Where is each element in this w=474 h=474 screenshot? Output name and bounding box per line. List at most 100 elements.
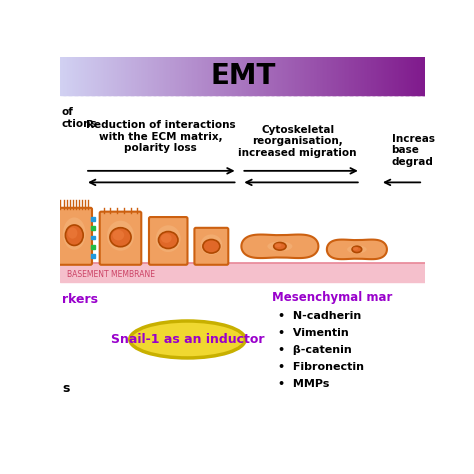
Bar xyxy=(301,57,303,95)
Bar xyxy=(356,57,358,95)
Text: Snail-1 as an inductor: Snail-1 as an inductor xyxy=(111,333,264,346)
Bar xyxy=(165,57,167,95)
Bar xyxy=(272,57,274,95)
FancyBboxPatch shape xyxy=(56,208,92,265)
Bar xyxy=(420,57,422,95)
Bar xyxy=(220,57,222,95)
Text: EMT: EMT xyxy=(210,62,275,90)
Bar xyxy=(66,57,69,95)
Ellipse shape xyxy=(130,321,245,358)
Bar xyxy=(399,57,401,95)
Bar xyxy=(270,57,272,95)
Bar xyxy=(119,57,121,95)
Bar xyxy=(232,57,234,95)
Bar xyxy=(288,57,290,95)
Ellipse shape xyxy=(347,246,367,254)
Bar xyxy=(203,57,205,95)
Bar xyxy=(190,57,191,95)
Bar xyxy=(175,57,177,95)
Bar xyxy=(136,57,138,95)
Bar xyxy=(308,57,310,95)
Bar xyxy=(138,57,140,95)
Bar xyxy=(107,57,109,95)
Bar xyxy=(386,57,389,95)
Bar xyxy=(167,57,170,95)
Bar xyxy=(211,57,213,95)
Bar xyxy=(113,57,115,95)
Bar xyxy=(137,57,139,95)
Bar xyxy=(358,57,361,95)
Bar xyxy=(104,57,106,95)
Bar xyxy=(384,57,386,95)
Bar xyxy=(87,57,89,95)
Bar xyxy=(424,57,426,95)
Bar xyxy=(296,57,299,95)
Bar xyxy=(407,57,409,95)
Bar xyxy=(130,57,132,95)
Bar xyxy=(146,57,147,95)
Bar xyxy=(173,57,174,95)
Bar xyxy=(128,57,130,95)
Bar xyxy=(126,57,128,95)
Ellipse shape xyxy=(63,218,86,250)
Bar xyxy=(365,57,366,95)
Bar xyxy=(229,57,231,95)
Bar xyxy=(188,57,190,95)
Bar xyxy=(108,57,110,95)
Bar xyxy=(381,57,383,95)
Text: BASEMENT MEMBRANE: BASEMENT MEMBRANE xyxy=(66,270,155,279)
Ellipse shape xyxy=(274,243,282,247)
Bar xyxy=(390,57,392,95)
Text: •  N-cadherin: • N-cadherin xyxy=(278,311,361,321)
Bar xyxy=(412,57,414,95)
Bar xyxy=(238,57,240,95)
Bar xyxy=(150,57,153,95)
FancyBboxPatch shape xyxy=(194,228,228,265)
Bar xyxy=(317,57,319,95)
Bar xyxy=(103,57,105,95)
Bar xyxy=(257,57,259,95)
Bar xyxy=(156,57,158,95)
Bar xyxy=(311,57,313,95)
Bar xyxy=(340,57,342,95)
Bar xyxy=(379,57,381,95)
Bar xyxy=(162,57,164,95)
Bar xyxy=(371,57,373,95)
Bar xyxy=(76,57,78,95)
Bar xyxy=(319,57,320,95)
Bar xyxy=(405,57,407,95)
Bar xyxy=(152,57,154,95)
Bar xyxy=(263,57,264,95)
Ellipse shape xyxy=(65,225,83,246)
Bar xyxy=(341,57,344,95)
Bar xyxy=(177,57,179,95)
Bar xyxy=(366,57,368,95)
Bar xyxy=(93,57,95,95)
Bar xyxy=(293,57,295,95)
Bar xyxy=(355,57,357,95)
Bar xyxy=(184,57,186,95)
Bar xyxy=(409,57,410,95)
Bar xyxy=(352,57,355,95)
Bar xyxy=(171,57,173,95)
Text: Cytoskeletal
reorganisation,
increased migration: Cytoskeletal reorganisation, increased m… xyxy=(238,125,357,158)
Bar xyxy=(336,57,337,95)
Bar xyxy=(264,57,265,95)
Bar xyxy=(392,57,393,95)
Bar xyxy=(249,57,251,95)
Bar xyxy=(369,57,372,95)
Bar xyxy=(271,57,273,95)
Bar xyxy=(419,57,421,95)
Bar xyxy=(231,57,233,95)
Bar xyxy=(360,57,362,95)
Ellipse shape xyxy=(107,221,134,251)
Bar xyxy=(330,57,332,95)
Bar xyxy=(226,57,228,95)
Bar xyxy=(64,57,66,95)
Bar xyxy=(283,57,285,95)
Bar xyxy=(302,57,304,95)
Bar xyxy=(96,57,98,95)
Bar xyxy=(284,57,286,95)
Bar xyxy=(291,57,292,95)
Bar xyxy=(413,57,415,95)
